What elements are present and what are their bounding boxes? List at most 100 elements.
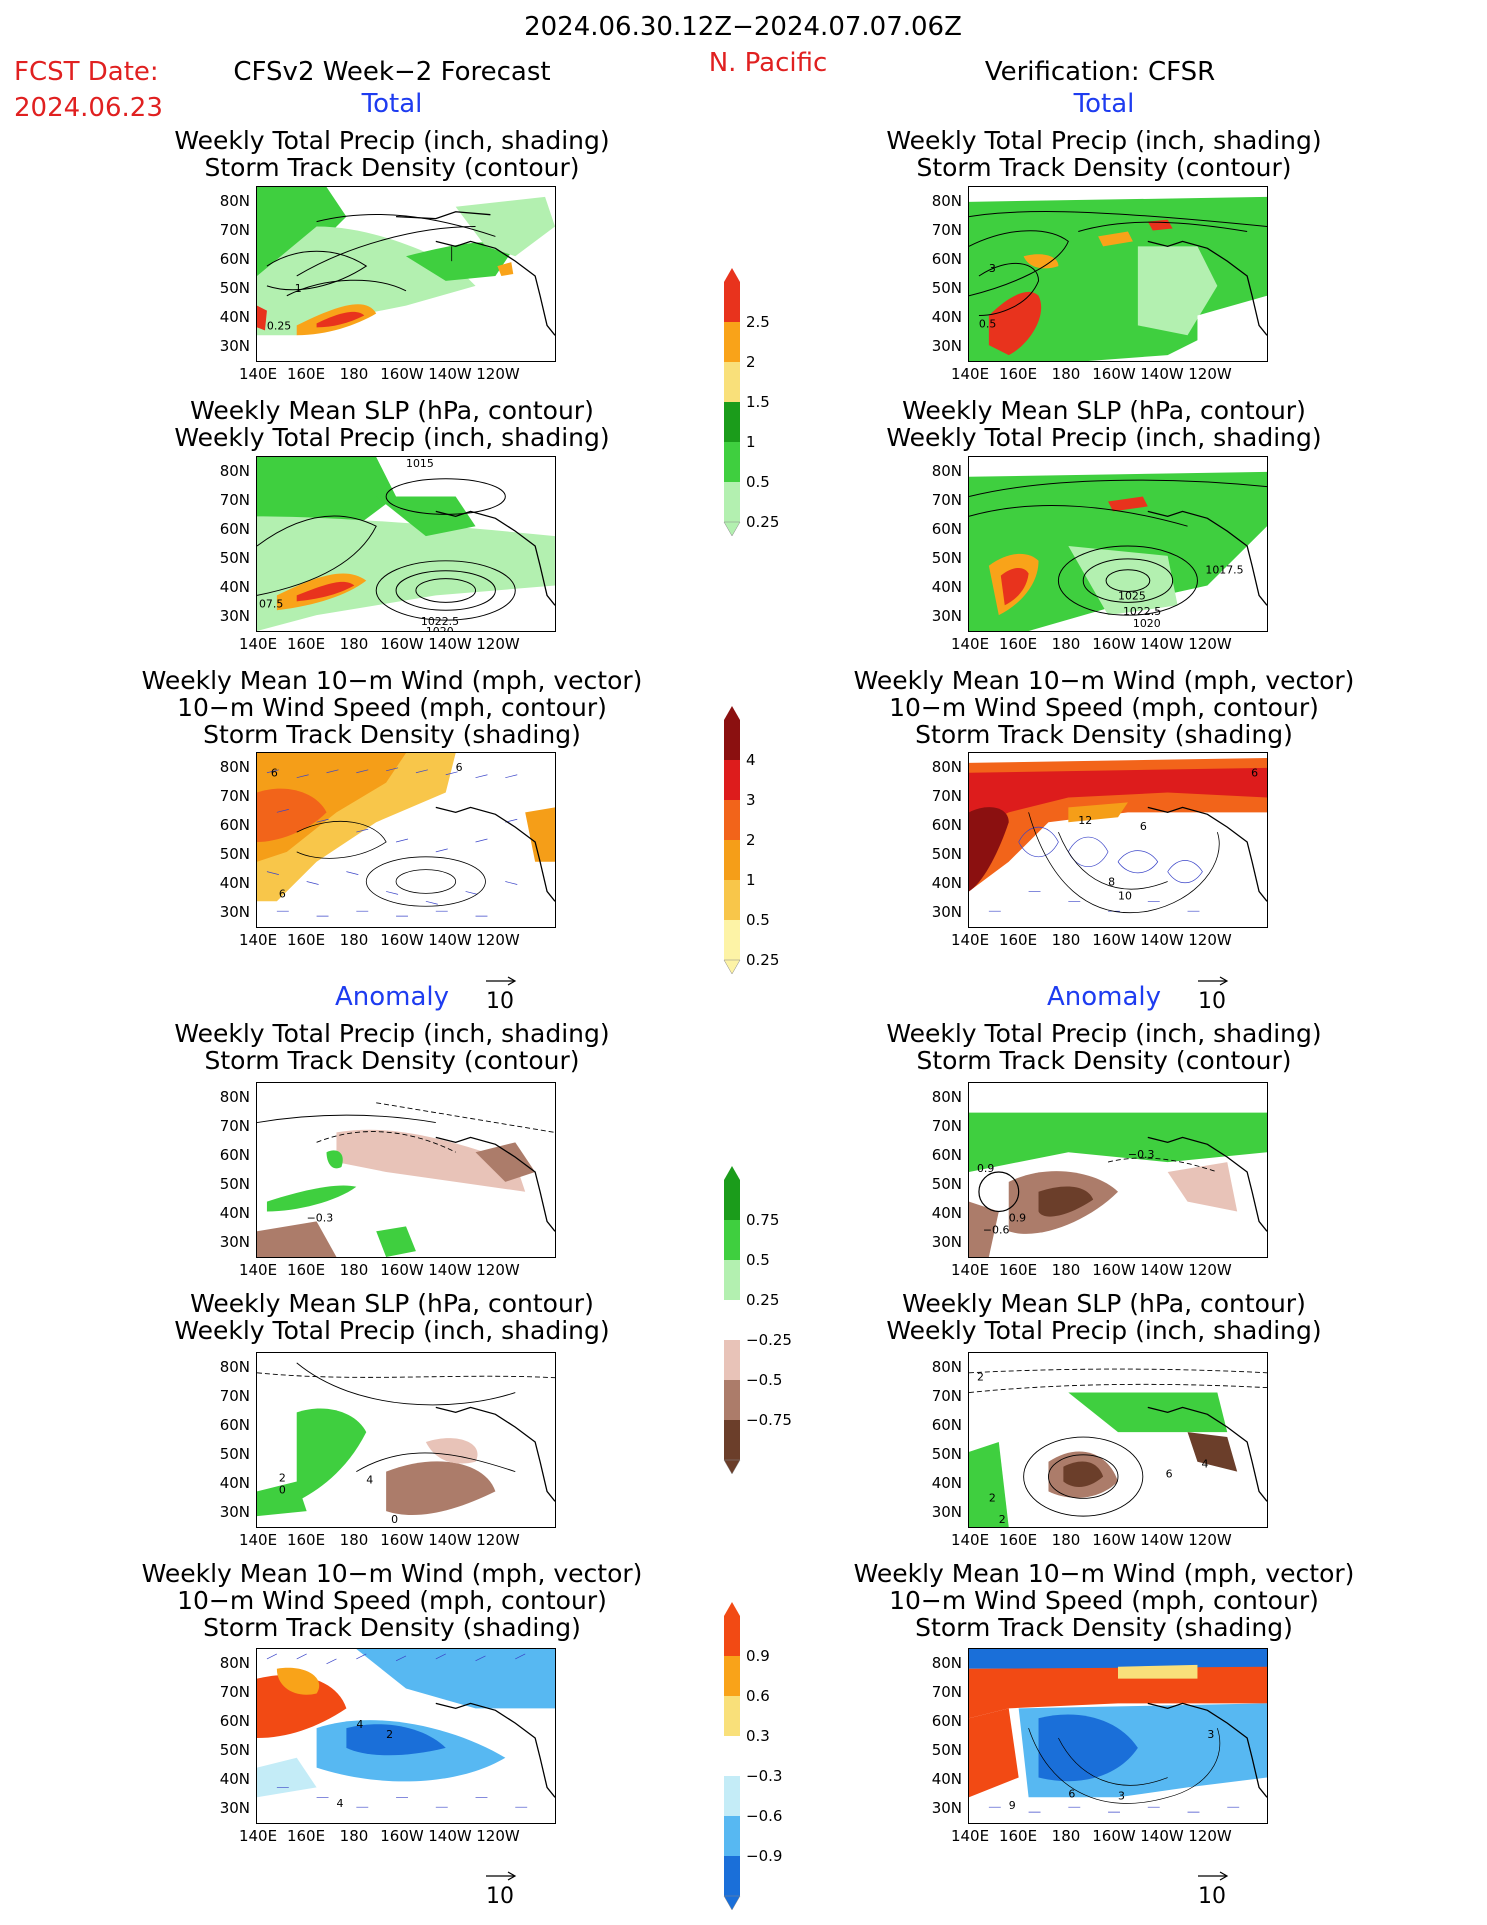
- lon-tick-label: 160W: [1092, 365, 1136, 383]
- colorbar-track_total: [722, 706, 750, 980]
- lat-tick-label: 50N: [931, 1741, 962, 1759]
- colorbar-label: 0.25: [746, 951, 780, 969]
- lon-tick-label: 120W: [476, 931, 520, 949]
- map-l3-wind: 6 6 6: [256, 752, 556, 928]
- lat-tick-label: 80N: [219, 1358, 250, 1376]
- lat-tick-label: 60N: [219, 250, 250, 268]
- lon-tick-label: 140W: [428, 635, 472, 653]
- lat-tick-label: 30N: [931, 1233, 962, 1251]
- colorbar-swatch: [724, 1856, 740, 1896]
- colorbar-swatch: [724, 1220, 740, 1260]
- lat-tick-label: 60N: [219, 520, 250, 538]
- lat-tick-label: 50N: [219, 1445, 250, 1463]
- lat-tick-label: 40N: [219, 1770, 250, 1788]
- period-title: 2024.06.30.12Z−2024.07.07.06Z: [524, 12, 962, 42]
- colorbar-swatch: [724, 1340, 740, 1380]
- fcst-date-value: 2024.06.23: [14, 93, 163, 123]
- lon-tick-label: 140E: [238, 1827, 278, 1845]
- map-r1-precip-track: 3 0.5: [968, 186, 1268, 362]
- lat-tick-label: 80N: [931, 192, 962, 210]
- lon-tick-label: 180: [1051, 1261, 1081, 1279]
- lat-tick-label: 30N: [931, 607, 962, 625]
- colorbar-label: 2.5: [746, 313, 770, 331]
- lat-tick-label: 50N: [219, 279, 250, 297]
- lat-tick-label: 60N: [931, 520, 962, 538]
- colorbar-swatch: [724, 322, 740, 362]
- model-title: CFSv2 Week−2 Forecast: [233, 57, 551, 87]
- map-l4-precip-anom: −0.3: [256, 1082, 556, 1258]
- map-l6-wind-anom: 2 4 4: [256, 1648, 556, 1824]
- panel-title-l6: Weekly Mean 10−m Wind (mph, vector) 10−m…: [141, 1559, 643, 1642]
- lon-tick-label: 180: [1051, 1531, 1081, 1549]
- contour-label: 2: [989, 1491, 996, 1504]
- contour-label: 2: [977, 1371, 984, 1384]
- lon-tick-label: 160W: [380, 635, 424, 653]
- colorbar-label: −0.3: [746, 1767, 783, 1785]
- lat-tick-label: 30N: [219, 1233, 250, 1251]
- panel-title-l4: Weekly Total Precip (inch, shading) Stor…: [174, 1019, 610, 1075]
- lat-tick-label: 30N: [219, 337, 250, 355]
- lat-tick-label: 40N: [219, 578, 250, 596]
- lon-tick-label: 120W: [1188, 365, 1232, 383]
- contour-label: 2: [386, 1728, 393, 1741]
- lon-tick-label: 120W: [476, 1531, 520, 1549]
- contour-label: 0.9: [977, 1162, 994, 1175]
- lat-tick-label: 80N: [219, 462, 250, 480]
- lon-tick-label: 140E: [950, 635, 990, 653]
- colorbar-label: 1: [746, 433, 756, 451]
- lon-tick-label: 140E: [238, 635, 278, 653]
- section-total-left: Total: [361, 89, 423, 119]
- lon-tick-label: 160E: [286, 365, 326, 383]
- colorbar-bottom-arrow: [723, 1895, 741, 1911]
- lon-tick-label: 140E: [950, 365, 990, 383]
- panel-title-l3: Weekly Mean 10−m Wind (mph, vector) 10−m…: [141, 666, 643, 749]
- contour-label: 07.5: [259, 597, 283, 610]
- colorbar-label: −0.25: [746, 1331, 792, 1349]
- lon-tick-label: 160W: [380, 365, 424, 383]
- colorbar-top-arrow: [724, 1602, 740, 1616]
- colorbar-top-arrow: [724, 706, 740, 720]
- colorbar-swatch: [724, 1616, 740, 1656]
- lat-tick-label: 50N: [931, 1445, 962, 1463]
- panel-title-l1: Weekly Total Precip (inch, shading) Stor…: [174, 126, 610, 182]
- contour-label: 2: [999, 1513, 1006, 1526]
- contour-label: 0: [391, 1513, 398, 1526]
- lat-tick-label: 50N: [219, 845, 250, 863]
- lon-tick-label: 120W: [476, 1827, 520, 1845]
- lon-tick-label: 180: [1051, 1827, 1081, 1845]
- vector-ref-r3: 10: [1198, 968, 1230, 1014]
- lat-tick-label: 70N: [931, 1387, 962, 1405]
- contour-label: 3: [1207, 1728, 1214, 1741]
- colorbar-label: 0.25: [746, 513, 780, 531]
- lat-tick-label: 30N: [931, 337, 962, 355]
- arrow-right-icon: [486, 1871, 517, 1881]
- lat-tick-label: 50N: [931, 1175, 962, 1193]
- lon-tick-label: 180: [1051, 635, 1081, 653]
- lat-tick-label: 80N: [219, 192, 250, 210]
- lat-tick-label: 80N: [931, 758, 962, 776]
- lon-tick-label: 160W: [1092, 1261, 1136, 1279]
- colorbar-swatch: [724, 282, 740, 322]
- lon-tick-label: 180: [339, 1531, 369, 1549]
- colorbar-swatch: [724, 402, 740, 442]
- lon-tick-label: 140E: [950, 1827, 990, 1845]
- colorbar-label: 0.5: [746, 911, 770, 929]
- contour-label: 6: [456, 761, 463, 774]
- lat-tick-label: 30N: [219, 1799, 250, 1817]
- contour-label: 9: [1009, 1799, 1016, 1812]
- lat-tick-label: 40N: [931, 874, 962, 892]
- lat-tick-label: 40N: [931, 1474, 962, 1492]
- lat-tick-label: 40N: [931, 1204, 962, 1222]
- map-r3-wind: 6 12 6 8 10: [968, 752, 1268, 928]
- colorbar-swatch: [724, 1260, 740, 1300]
- lon-tick-label: 140W: [428, 1827, 472, 1845]
- lat-tick-label: 70N: [219, 1387, 250, 1405]
- lon-tick-label: 140W: [428, 1531, 472, 1549]
- lat-tick-label: 70N: [931, 1683, 962, 1701]
- contour-label: 3: [1118, 1789, 1125, 1802]
- lat-tick-label: 70N: [219, 1117, 250, 1135]
- vector-ref-r6: 10: [1198, 1863, 1230, 1909]
- contour-label: 4: [366, 1474, 373, 1487]
- lon-tick-label: 140W: [1140, 931, 1184, 949]
- map-r4-precip-anom: 0.9 −0.3 −0.6 0.9: [968, 1082, 1268, 1258]
